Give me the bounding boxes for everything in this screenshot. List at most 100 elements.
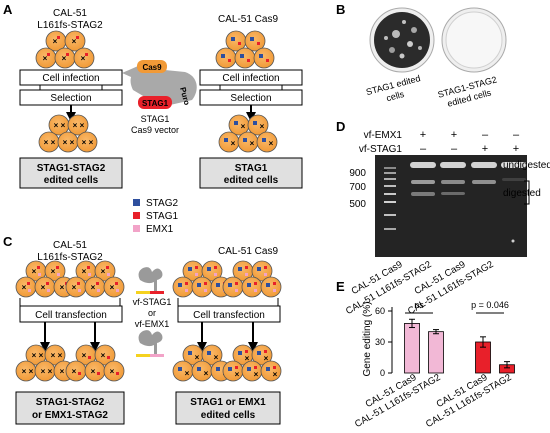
c-left-transfection-box [19,305,123,323]
ladder-500: 500 [349,199,366,210]
d-sign-emx1-lane3: – [482,129,489,141]
ladder-band [384,214,396,216]
d-digested-label: digested [503,188,541,199]
c-guide-2: vf-EMX1 [135,319,170,329]
d-sign-stag1-lane3: + [482,143,488,155]
a-right-selection-label: Selection [230,93,271,104]
c-right-steps: Cell transfection [177,298,281,352]
c-left-steps: Cell transfection [19,298,123,352]
ladder-band [384,185,396,187]
d-sign-emx1-lane2: + [451,129,457,141]
d-sign-emx1-lane4: – [513,129,520,141]
svg-text:×: × [269,139,274,148]
plate-stag1 [369,7,435,73]
svg-text:×: × [82,267,87,276]
vector-caption-1: STAG1 [141,114,170,124]
svg-text:×: × [41,367,46,376]
ladder-band [384,193,396,195]
ladder-band [384,178,396,180]
c-guide-1: vf-STAG1 [133,297,172,307]
c-left-title-1: CAL-51 [53,240,87,251]
digested-bracket [524,180,530,205]
c-right-transfection-label: Cell transfection [193,310,265,321]
a-left-infection-label: Cell infection [42,73,99,84]
svg-text:×: × [235,370,240,379]
plate-stag1-stag2 [441,7,507,73]
svg-text:×: × [63,138,68,147]
ladder-band [384,167,396,169]
svg-text:×: × [110,367,115,376]
svg-text:×: × [29,367,34,376]
panel-a-label: A [3,2,13,17]
band-digested [502,178,526,181]
c-right-top-cells [172,260,282,298]
c-guide-or: or [148,308,156,318]
band-undigested [440,162,466,168]
c-guide-icons: vf-STAG1 or vf-EMX1 [133,267,172,357]
svg-text:×: × [195,353,200,362]
svg-text:×: × [60,283,65,292]
a-left-steps: Cell infection Selection [19,69,123,122]
d-sign-emx1-lane1: + [420,129,426,141]
a-left-result-2: edited cells [44,175,99,186]
band-undigested [471,162,497,168]
a-right-bottom-cells: × × × × × [218,114,278,153]
plate-1-label-2: cells [385,89,405,103]
band-undigested [501,162,527,168]
d-undigested-label: undigested [503,160,550,171]
svg-text:×: × [62,54,67,63]
a-left-title-1: CAL-51 [53,8,87,19]
a-left-top-cells: × × × × × [35,30,95,69]
panel-d-label: D [336,119,345,134]
band-undigested [410,162,436,168]
vector-cas9-label: Cas9 [142,63,162,72]
c-left-result-2: or EMX1-STAG2 [32,410,108,421]
a-left-result-1: STAG1-STAG2 [37,163,106,174]
c-left-bottom-cells: ×× ×× ×× ×× ×× × × × × × [15,344,125,382]
e-annotation-ns: ns [414,300,424,310]
ladder-band [384,172,396,174]
svg-text:×: × [41,283,46,292]
legend-label-stag1: STAG1 [146,211,178,222]
c-right-result-box [175,391,281,425]
svg-text:×: × [80,121,85,130]
vector-stag1-label: STAG1 [142,99,169,108]
legend-swatch-emx1 [133,225,140,232]
svg-text:×: × [51,138,56,147]
svg-text:×: × [70,138,75,147]
ladder-band [384,228,396,230]
c-left-title-2: L161fs-STAG2 [37,252,103,263]
panel-b-label: B [336,2,345,17]
c-right-result-2: edited cells [201,410,256,421]
ladder-band [384,201,396,203]
svg-text:×: × [82,351,87,360]
guide-rna-icon [138,267,163,292]
svg-text:×: × [53,37,58,46]
svg-text:×: × [101,351,106,360]
panel-c-label: C [3,234,13,249]
band-digested [411,180,435,184]
svg-text:×: × [51,267,56,276]
band-digested [441,180,465,184]
legend-label-stag2: STAG2 [146,198,178,209]
a-right-top-cells [215,30,275,69]
legend-swatch-stag2 [133,199,140,206]
e-sig-ns: ns [405,300,433,314]
svg-text:×: × [110,283,115,292]
d-row-label-stag1: vf-STAG1 [359,144,403,155]
legend-label-emx1: EMX1 [146,224,174,235]
svg-text:×: × [72,37,77,46]
svg-text:×: × [32,267,37,276]
svg-text:×: × [39,351,44,360]
svg-text:×: × [60,367,65,376]
e-bar [428,331,444,374]
gel-image [375,155,527,257]
svg-text:×: × [89,138,94,147]
band-digested [472,180,496,184]
ladder-700: 700 [349,182,366,193]
svg-text:×: × [231,139,236,148]
e-y-tick-label: 60 [375,306,385,316]
svg-text:×: × [54,121,59,130]
e-y-ticks: 0 30 60 [375,306,392,378]
e-y-tick-label: 30 [375,337,385,347]
